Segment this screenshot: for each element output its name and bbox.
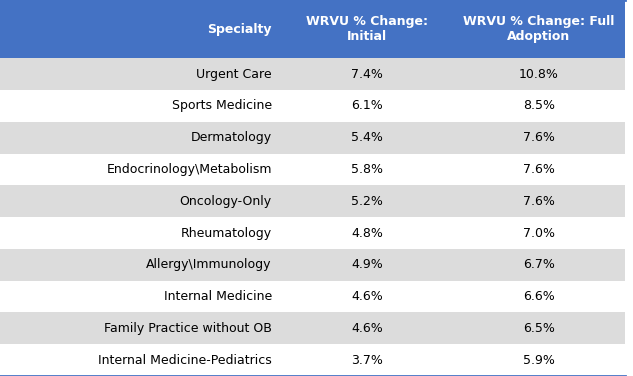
FancyBboxPatch shape bbox=[281, 280, 453, 312]
Text: Internal Medicine-Pediatrics: Internal Medicine-Pediatrics bbox=[98, 353, 272, 367]
FancyBboxPatch shape bbox=[0, 153, 281, 185]
Text: 6.6%: 6.6% bbox=[523, 290, 555, 303]
FancyBboxPatch shape bbox=[281, 344, 453, 376]
Text: Dermatology: Dermatology bbox=[191, 131, 272, 144]
Text: Internal Medicine: Internal Medicine bbox=[163, 290, 272, 303]
FancyBboxPatch shape bbox=[0, 217, 281, 249]
Text: 3.7%: 3.7% bbox=[351, 353, 383, 367]
Text: 6.7%: 6.7% bbox=[523, 258, 555, 271]
FancyBboxPatch shape bbox=[453, 217, 625, 249]
FancyBboxPatch shape bbox=[453, 153, 625, 185]
Text: 7.6%: 7.6% bbox=[523, 163, 555, 176]
FancyBboxPatch shape bbox=[453, 344, 625, 376]
Text: 4.9%: 4.9% bbox=[351, 258, 383, 271]
Text: 10.8%: 10.8% bbox=[519, 68, 559, 81]
Text: WRVU % Change: Full
Adoption: WRVU % Change: Full Adoption bbox=[463, 15, 615, 43]
Text: Family Practice without OB: Family Practice without OB bbox=[104, 322, 272, 335]
FancyBboxPatch shape bbox=[0, 0, 281, 58]
Text: 7.6%: 7.6% bbox=[523, 195, 555, 208]
FancyBboxPatch shape bbox=[0, 185, 281, 217]
FancyBboxPatch shape bbox=[281, 122, 453, 153]
FancyBboxPatch shape bbox=[453, 185, 625, 217]
FancyBboxPatch shape bbox=[453, 0, 625, 58]
Text: WRVU % Change:
Initial: WRVU % Change: Initial bbox=[306, 15, 428, 43]
Text: 4.8%: 4.8% bbox=[351, 226, 383, 240]
FancyBboxPatch shape bbox=[281, 312, 453, 344]
FancyBboxPatch shape bbox=[0, 58, 281, 90]
Text: 6.1%: 6.1% bbox=[351, 99, 383, 112]
Text: 5.8%: 5.8% bbox=[351, 163, 383, 176]
FancyBboxPatch shape bbox=[0, 312, 281, 344]
Text: 5.4%: 5.4% bbox=[351, 131, 383, 144]
Text: 4.6%: 4.6% bbox=[351, 290, 383, 303]
Text: 8.5%: 8.5% bbox=[523, 99, 555, 112]
Text: 5.2%: 5.2% bbox=[351, 195, 383, 208]
FancyBboxPatch shape bbox=[453, 280, 625, 312]
FancyBboxPatch shape bbox=[453, 122, 625, 153]
FancyBboxPatch shape bbox=[0, 122, 281, 153]
Text: Allergy\Immunology: Allergy\Immunology bbox=[146, 258, 272, 271]
Text: Oncology-Only: Oncology-Only bbox=[180, 195, 272, 208]
FancyBboxPatch shape bbox=[281, 58, 453, 90]
Text: 7.6%: 7.6% bbox=[523, 131, 555, 144]
Text: 7.4%: 7.4% bbox=[351, 68, 383, 81]
FancyBboxPatch shape bbox=[0, 249, 281, 280]
Text: 4.6%: 4.6% bbox=[351, 322, 383, 335]
FancyBboxPatch shape bbox=[281, 249, 453, 280]
FancyBboxPatch shape bbox=[0, 90, 281, 122]
FancyBboxPatch shape bbox=[0, 280, 281, 312]
FancyBboxPatch shape bbox=[281, 90, 453, 122]
FancyBboxPatch shape bbox=[281, 185, 453, 217]
Text: 6.5%: 6.5% bbox=[523, 322, 555, 335]
FancyBboxPatch shape bbox=[281, 0, 453, 58]
Text: Urgent Care: Urgent Care bbox=[196, 68, 272, 81]
FancyBboxPatch shape bbox=[281, 153, 453, 185]
Text: 7.0%: 7.0% bbox=[523, 226, 555, 240]
Text: 5.9%: 5.9% bbox=[523, 353, 555, 367]
FancyBboxPatch shape bbox=[0, 344, 281, 376]
Text: Endocrinology\Metabolism: Endocrinology\Metabolism bbox=[106, 163, 272, 176]
FancyBboxPatch shape bbox=[281, 217, 453, 249]
FancyBboxPatch shape bbox=[453, 58, 625, 90]
FancyBboxPatch shape bbox=[453, 312, 625, 344]
Text: Specialty: Specialty bbox=[207, 23, 272, 36]
FancyBboxPatch shape bbox=[453, 249, 625, 280]
Text: Rheumatology: Rheumatology bbox=[180, 226, 272, 240]
Text: Sports Medicine: Sports Medicine bbox=[172, 99, 272, 112]
FancyBboxPatch shape bbox=[453, 90, 625, 122]
